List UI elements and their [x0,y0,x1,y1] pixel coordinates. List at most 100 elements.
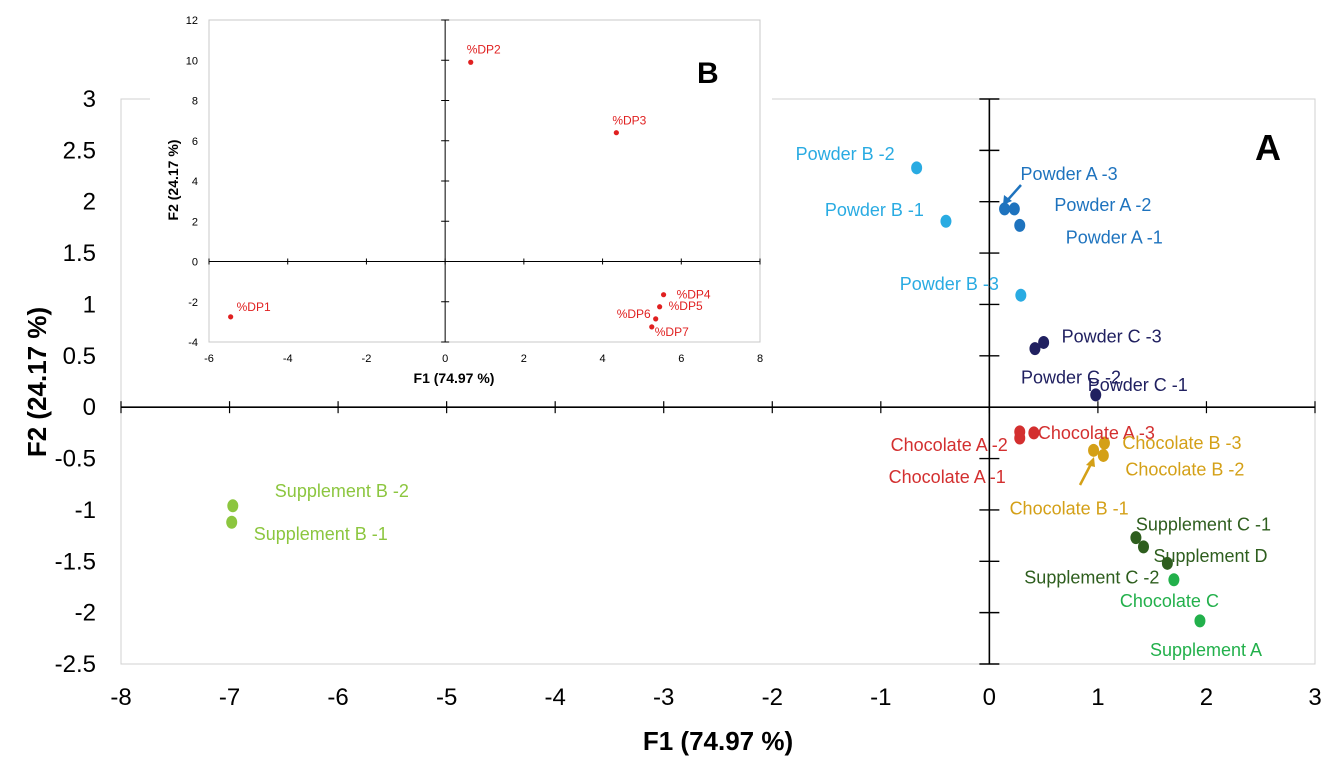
point-dp7 [649,324,655,330]
panel-b-letter: B [697,57,719,90]
point-supplement-c-2 [1161,556,1173,570]
label-supplement-c-1: Supplement C -1 [1136,515,1271,535]
panel-b-x-tick-label: 6 [678,353,684,365]
point-powder-c-3 [1038,335,1050,349]
panel-b-x-tick-label: 0 [442,353,448,365]
point-dp5 [657,304,663,310]
panel-a-x-tick-label: -8 [110,684,131,711]
panel-a-point-labels: Powder B -2 Powder B -1 Powder B -3 Powder … [254,144,1271,660]
panel-a-y-tick-label: -2 [75,600,96,627]
panel-b-x-tick-label: 2 [521,353,527,365]
panel-a-x-axis-title: F1 (74.97 %) [643,726,793,756]
label-powder-b-3: Powder B -3 [900,274,999,294]
panel-a-y-tick-label: 1.5 [63,240,96,267]
label-powder-a-3: Powder A -3 [1021,164,1118,184]
point-powder-b-2 [911,161,923,175]
label-dp7: %DP7 [655,325,689,339]
panel-a-y-tick-label: 3 [83,86,96,113]
point-supplement-b-1 [226,515,238,529]
label-supplement-a: Supplement A [1150,640,1262,660]
panel-a-x-tick-label: -2 [762,684,783,711]
point-chocolate-b-1 [1088,443,1100,457]
label-supplement-d: Supplement D [1153,546,1267,566]
point-powder-c-1 [1090,388,1102,402]
point-chocolate-a-1 [1014,431,1026,445]
panel-b-y-tick-label: 4 [192,176,198,188]
label-supplement-b-2: Supplement B -2 [275,481,409,501]
panel-b-x-tick-label: -6 [204,353,214,365]
panel-a-x-tick-label: 1 [1091,684,1104,711]
panel-b-y-tick-label: 2 [192,216,198,228]
panel-a-y-tick-label: -0.5 [55,446,96,473]
label-powder-a-1: Powder A -1 [1066,227,1163,247]
label-powder-b-2: Powder B -2 [796,144,895,164]
point-powder-c-2 [1029,342,1041,356]
panel-b-y-axis-title: F2 (24.17 %) [165,140,181,221]
panel-a-x-tick-label: -6 [327,684,348,711]
label-powder-a-2: Powder A -2 [1054,195,1151,215]
label-supplement-b-1: Supplement B -1 [254,524,388,544]
point-powder-b-1 [940,214,952,228]
panel-a-score-plot: -8 -7 -6 -5 -4 -3 -2 -1 0 1 2 3 3 2.5 2 1.5 1 0.5 0 -0.5 -1 -… [22,86,1322,756]
panel-a-y-tick-label: 1 [83,291,96,318]
panel-a-letter: A [1255,127,1281,168]
panel-a-y-tick-label: -1 [75,497,96,524]
panel-a-x-tick-label: -1 [870,684,891,711]
point-dp6 [653,316,659,322]
point-dp2 [468,59,474,65]
point-dp3 [613,130,619,136]
panel-a-x-tick-label: -3 [653,684,674,711]
point-powder-a-2 [1008,202,1020,216]
point-powder-a-3 [999,202,1011,216]
panel-a-y-tick-label: 0 [83,394,96,421]
panel-b-y-tick-label: -4 [188,337,198,349]
label-powder-c-1: Powder C -1 [1088,375,1188,395]
panel-b-y-tick-label: 12 [186,15,198,27]
panel-b-point-labels: %DP1 %DP2 %DP3 %DP4%DP5 %DP6 %DP7 [237,42,711,339]
panel-a-points [226,161,1206,628]
panel-b-x-tick-label: -4 [283,353,293,365]
arrow-head-chocolate-b-1 [1086,457,1095,467]
panel-a-x-tick-label: -5 [436,684,457,711]
point-chocolate-b-3 [1098,436,1110,450]
point-supplement-d [1137,540,1149,554]
point-powder-a-1 [1014,218,1026,232]
label-chocolate-a-2: Chocolate A -2 [891,435,1008,455]
point-supplement-a [1194,614,1206,628]
label-supplement-c-2: Supplement C -2 [1024,567,1159,587]
panel-b-y-tick-label: 6 [192,136,198,148]
panel-a-y-tick-label: -2.5 [55,651,96,678]
label-powder-c-2: Powder C -2 [1021,368,1121,388]
panel-b-x-tick-label: 4 [600,353,606,365]
label-dp6: %DP6 [617,307,651,321]
label-chocolate-b-3: Chocolate B -3 [1122,433,1241,453]
panel-a-tick-labels: -8 -7 -6 -5 -4 -3 -2 -1 0 1 2 3 3 2.5 2 1.5 1 0.5 0 -0.5 -1 -… [55,86,1322,711]
panel-a-x-tick-label: -4 [545,684,566,711]
panel-a-y-axis-title: F2 (24.17 %) [22,307,52,457]
label-dp5: %DP5 [669,299,703,313]
label-dp1: %DP1 [237,300,271,314]
panel-b-points [228,59,667,330]
panel-a-x-tick-label: 0 [983,684,996,711]
point-dp4 [660,292,667,298]
point-supplement-b-2 [227,499,239,513]
label-chocolate-a-3: Chocolate A -3 [1038,423,1155,443]
panel-b-tick-labels: -6 -4 -2 0 2 4 6 8 12 10 8 6 4 2 0 -2 -4 [186,15,763,365]
panel-b-y-tick-label: 10 [186,55,198,67]
point-supplement-c-1 [1130,531,1142,545]
panel-a-y-tick-label: 2 [83,189,96,216]
point-chocolate-c [1168,573,1180,587]
panel-b-x-axis-title: F1 (74.97 %) [414,370,495,386]
panel-a-y-tick-label: 2.5 [63,137,96,164]
label-dp4: %DP4 [677,288,711,302]
panel-b-y-tick-label: -2 [188,297,198,309]
label-powder-c-3: Powder C -3 [1062,326,1162,346]
panel-a-x-tick-label: 2 [1200,684,1213,711]
label-chocolate-b-2: Chocolate B -2 [1125,459,1244,479]
panel-b-y-tick-label: 8 [192,96,198,108]
panel-b-axes [208,19,761,343]
point-chocolate-a-3 [1028,426,1040,440]
point-powder-b-3 [1015,288,1027,302]
label-dp2: %DP2 [467,42,501,56]
